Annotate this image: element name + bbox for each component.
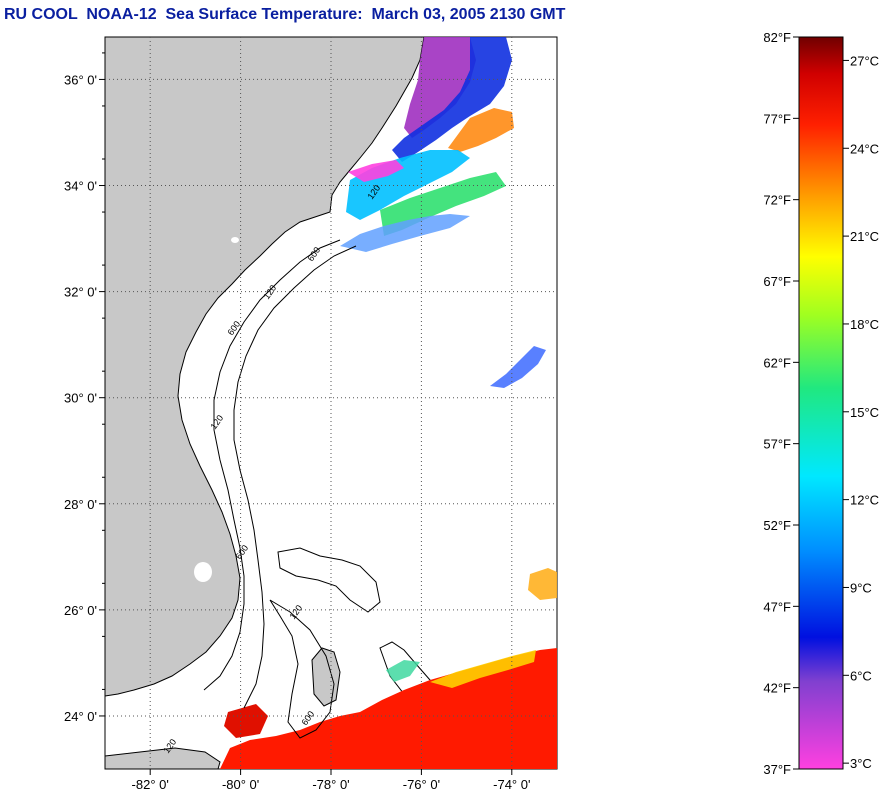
colorbar-label-f: 77°F (763, 111, 791, 126)
lat-label: 26° 0' (64, 603, 97, 618)
colorbar-label-c: 24°C (850, 141, 879, 156)
lon-label: -80° 0' (222, 777, 259, 792)
colorbar-label-c: 12°C (850, 493, 879, 508)
colorbar-label-f: 67°F (763, 274, 791, 289)
colorbar-label-f: 57°F (763, 437, 791, 452)
land-bahamas-north (277, 547, 381, 613)
colorbar-label-f: 47°F (763, 599, 791, 614)
colorbar-label-f: 82°F (763, 30, 791, 45)
contour-600 (233, 245, 357, 709)
colorbar-label-c: 9°C (850, 580, 872, 595)
lat-label: 24° 0' (64, 709, 97, 724)
colorbar-label-f: 62°F (763, 355, 791, 370)
colorbar-fahrenheit-labels: 82°F 77°F 72°F 67°F 62°F 57°F 52°F 47°F 42°F 37°F (763, 30, 799, 777)
sst-patch-red-bahamas (224, 704, 268, 738)
lat-label: 30° 0' (64, 391, 97, 406)
land-mainland (105, 37, 425, 697)
lon-label: -76° 0' (403, 777, 440, 792)
colorbar-label-c: 6°C (850, 668, 872, 683)
colorbar-scale (798, 36, 844, 770)
colorbar-label-f: 37°F (763, 762, 791, 777)
colorbar-label-c: 3°C (850, 756, 872, 771)
sst-patch-lightblue (340, 214, 470, 252)
land-keys (105, 747, 221, 769)
colorbar-label-c: 15°C (850, 405, 879, 420)
colorbar-label-f: 42°F (763, 681, 791, 696)
lake-small (231, 237, 239, 243)
colorbar-label-c: 18°C (850, 317, 879, 332)
lon-label: -82° 0' (132, 777, 169, 792)
latitude-labels: 36° 0' 34° 0' 32° 0' 30° 0' 28° 0' 26° 0' 24° … (64, 72, 97, 724)
longitude-labels: -82° 0' -80° 0' -78° 0' -76° 0' -74° 0' (132, 777, 531, 792)
colorbar-label-c: 21°C (850, 229, 879, 244)
colorbar-celsius-labels: 27°C 24°C 21°C 18°C 15°C 12°C 9°C 6°C 3°C (843, 53, 879, 771)
contour-bahamas (269, 599, 335, 739)
sst-patch-magenta (348, 160, 404, 182)
lat-label: 34° 0' (64, 179, 97, 194)
sst-patch-orange-east (528, 568, 557, 600)
lon-label: -78° 0' (312, 777, 349, 792)
lon-label: -74° 0' (493, 777, 530, 792)
colorbar-label-c: 27°C (850, 53, 879, 68)
lat-label: 32° 0' (64, 285, 97, 300)
sst-patch-yellow-south (430, 650, 536, 688)
lat-label: 28° 0' (64, 497, 97, 512)
sst-patch-blue (392, 37, 512, 162)
sst-patch-scatter-east (490, 346, 546, 388)
sst-patch-purple (404, 37, 476, 138)
colorbar-label-f: 72°F (763, 193, 791, 208)
sst-patch-green-south (386, 660, 420, 682)
lat-label: 36° 0' (64, 72, 97, 87)
sst-patch-orange (448, 108, 514, 152)
contour-120 (203, 239, 341, 691)
graticule (99, 37, 557, 775)
colorbar-label-f: 52°F (763, 518, 791, 533)
lake-okeechobee (194, 562, 212, 582)
map-title: RU COOL NOAA-12 Sea Surface Temperature:… (4, 6, 566, 23)
